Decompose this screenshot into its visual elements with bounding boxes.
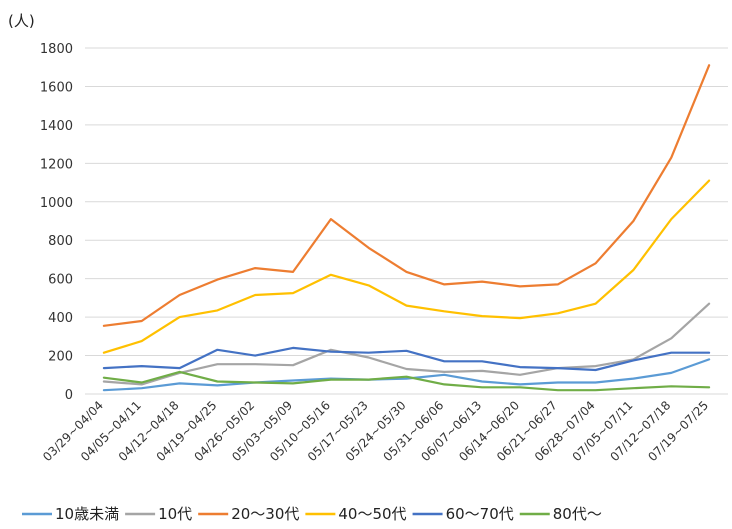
legend-label: 10歳未満: [55, 505, 119, 523]
legend-label: 10代: [158, 505, 192, 523]
legend-label: 80代～: [553, 505, 602, 523]
x-axis-ticks: 03/29~04/0404/05~04/1104/12~04/1804/19~0…: [40, 398, 711, 464]
y-tick-label: 600: [48, 273, 73, 288]
legend: 10歳未満 10代 20～30代 40～50代 60～70代 80代～: [22, 505, 602, 523]
gridlines: [85, 47, 728, 395]
series-line: [102, 358, 711, 392]
series-line: [102, 64, 711, 327]
y-tick-label: 400: [48, 311, 73, 326]
y-tick-label: 200: [48, 350, 73, 365]
y-tick-label: 1400: [40, 119, 73, 134]
y-axis-unit-label: (人): [8, 12, 35, 30]
legend-label: 20～30代: [231, 505, 299, 523]
series-line: [102, 179, 711, 354]
legend-label: 60～70代: [446, 505, 514, 523]
y-axis-ticks: 0 200 400 600 800 1000 1200 1400 1600 1800: [40, 42, 73, 403]
series-line: [102, 346, 711, 372]
series-line: [102, 302, 711, 386]
series-lines: [102, 64, 711, 392]
legend-label: 40～50代: [338, 505, 406, 523]
y-tick-label: 1000: [40, 196, 73, 211]
series-line: [102, 370, 711, 392]
y-tick-label: 1600: [40, 80, 73, 95]
y-tick-label: 800: [48, 234, 73, 249]
y-tick-label: 0: [65, 388, 73, 403]
y-tick-label: 1200: [40, 157, 73, 172]
y-tick-label: 1800: [40, 42, 73, 57]
